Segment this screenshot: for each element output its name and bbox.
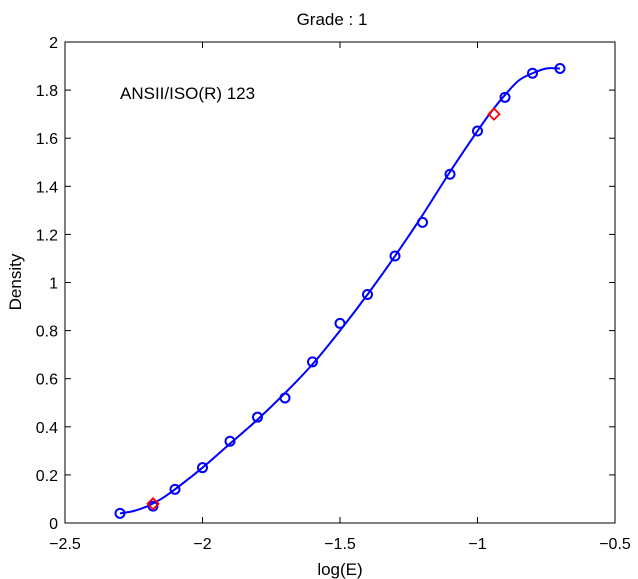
y-tick-label: 1.8	[36, 83, 58, 100]
plot-area	[64, 41, 616, 524]
chart-title: Grade : 1	[297, 10, 368, 29]
data-point-circle	[197, 462, 208, 474]
data-point-circle	[147, 500, 159, 512]
x-axis-label: log(E)	[317, 560, 362, 579]
x-tick-label: −0.5	[599, 536, 631, 553]
x-tick-label: −1	[468, 536, 486, 553]
data-point-circle	[527, 67, 538, 79]
y-tick-label: 1.4	[36, 179, 58, 196]
x-tick-label: −1.5	[324, 536, 356, 553]
y-tick-label: 0.6	[36, 372, 58, 389]
data-point-circle	[472, 125, 483, 137]
y-tick-label: 2	[49, 35, 58, 52]
data-point-circle	[279, 392, 291, 404]
series-layer	[114, 62, 566, 519]
data-point-circle	[554, 62, 566, 74]
x-tick-label: −2	[193, 536, 211, 553]
y-tick-label: 1.2	[36, 227, 58, 244]
data-point-circle	[417, 216, 428, 228]
data-point-circle	[252, 411, 263, 423]
data-point-circle	[362, 289, 373, 301]
data-point-circle	[334, 317, 346, 329]
y-axis-label: Density	[6, 253, 25, 310]
annotation-label: ANSII/ISO(R) 123	[120, 84, 255, 103]
data-point-circle	[307, 356, 318, 368]
data-point-diamond	[146, 496, 160, 511]
data-point-circle	[114, 507, 126, 519]
y-tick-label: 1	[49, 276, 58, 293]
data-point-circle	[389, 250, 401, 262]
y-tick-label: 0.8	[36, 324, 58, 341]
data-point-circle	[444, 168, 456, 180]
x-tick-label: −2.5	[49, 536, 81, 553]
y-tick-label: 0.4	[36, 420, 58, 437]
y-tick-label: 0	[49, 516, 58, 533]
data-point-circle	[499, 91, 511, 103]
axis-ticks: −2.5 −2 −1.5 −1 −0.5 0 0.2 0.4 0.6 0.8 1 1.2 1.4 1.6 1…	[36, 35, 631, 553]
y-tick-label: 0.2	[36, 468, 58, 485]
data-point-circle	[224, 435, 236, 447]
y-tick-label: 1.6	[36, 131, 58, 148]
data-point-diamond	[487, 107, 501, 121]
fit-curve-line	[119, 67, 561, 515]
data-point-circle	[169, 483, 181, 495]
